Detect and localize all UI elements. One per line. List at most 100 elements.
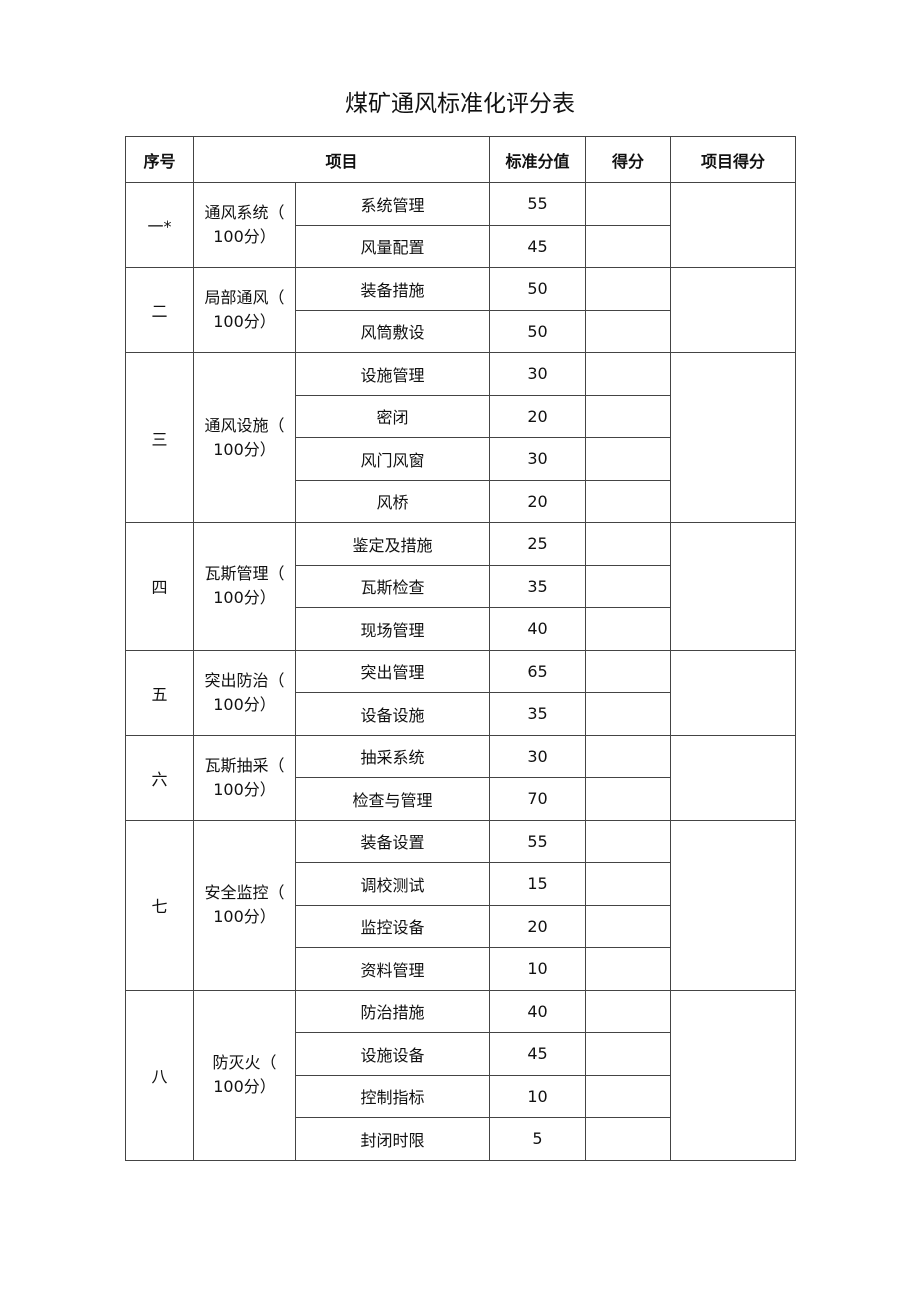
item-name: 现场管理	[294, 607, 491, 651]
item-name: 风桥	[294, 479, 491, 523]
section-category: 瓦斯管理（ 100分）	[193, 522, 296, 651]
table-row: 六瓦斯抽采（ 100分） 抽采系统 30	[125, 734, 797, 821]
table-row: 一* 通风系统（ 100分） 系统管理 55	[125, 182, 797, 268]
score-cell	[585, 734, 672, 778]
table-row: 密闭 20	[126, 394, 796, 438]
standard-value: 65	[489, 649, 587, 693]
item-name: 突出管理	[294, 649, 491, 693]
table-row: 风量配置 45	[126, 224, 796, 268]
table-row: 四瓦斯管理（ 100分） 鉴定及措施 25	[125, 522, 797, 651]
section-number: 二	[125, 267, 194, 353]
item-name: 瓦斯检查	[294, 564, 491, 608]
table-row: 风筒敷设 50	[126, 309, 796, 353]
item-name: 装备措施	[294, 267, 491, 311]
score-cell	[585, 1032, 672, 1076]
section-category: 局部通风（ 100分）	[193, 267, 296, 353]
score-cell	[585, 182, 672, 226]
section-number: 四	[125, 522, 194, 651]
table-row: 七安全监控（ 100分） 装备设置 55	[125, 819, 797, 991]
table-row: 监控设备 20	[126, 904, 796, 948]
section-category: 安全监控（ 100分）	[193, 819, 296, 991]
category-name: 通风设施（	[204, 415, 285, 435]
standard-value: 30	[489, 352, 587, 396]
score-cell	[585, 947, 672, 991]
header-item: 项目	[192, 136, 491, 183]
standard-value: 35	[489, 564, 587, 608]
category-points: 100分）	[213, 1077, 276, 1096]
score-cell	[585, 692, 672, 736]
item-name: 设备设施	[294, 692, 491, 736]
item-name: 资料管理	[294, 947, 491, 991]
standard-value: 20	[489, 394, 587, 438]
category-points: 100分）	[213, 779, 276, 799]
category-points: 100分）	[213, 227, 276, 246]
item-name: 鉴定及措施	[294, 522, 491, 566]
item-score-cell	[670, 734, 797, 821]
header-score: 得分	[585, 136, 672, 183]
standard-value: 5	[489, 1117, 587, 1161]
header-standard: 标准分值	[489, 136, 587, 183]
table-row: 现场管理 40	[126, 607, 796, 651]
section-category: 防灭火（ 100分）	[193, 989, 296, 1161]
score-cell	[585, 479, 672, 523]
category-points: 100分）	[213, 907, 276, 926]
score-table: 序号 项目 标准分值 得分 项目得分 一* 通风系统（ 100分） 系统管理 55 风量配…	[125, 136, 797, 1161]
table-row: 瓦斯检查 35	[126, 564, 796, 608]
table-row: 五突出防治（ 100分） 突出管理 65	[125, 649, 797, 736]
table-row: 设施设备 45	[126, 1032, 796, 1076]
table-row: 风门风窗 30	[126, 437, 796, 481]
standard-value: 25	[489, 522, 587, 566]
category-name: 防灭火（	[212, 1053, 277, 1072]
table-row: 风桥 20	[126, 479, 796, 523]
table-row: 封闭时限 5	[126, 1117, 796, 1161]
item-name: 调校测试	[294, 862, 491, 906]
category-points: 100分）	[213, 588, 276, 608]
item-name: 设施管理	[294, 352, 491, 396]
header-item-score: 项目得分	[670, 136, 797, 183]
table-row: 八防灭火（ 100分） 防治措施 40	[125, 989, 797, 1161]
item-name: 风门风窗	[294, 437, 491, 481]
standard-value: 70	[489, 777, 587, 821]
category-points: 100分）	[213, 694, 276, 714]
section-number: 三	[125, 352, 194, 523]
score-cell	[585, 309, 672, 353]
section-number: 七	[125, 819, 194, 991]
item-score-cell	[670, 819, 797, 991]
standard-value: 15	[489, 862, 587, 906]
item-score-cell	[670, 352, 797, 523]
item-score-cell	[670, 989, 797, 1161]
score-cell	[585, 904, 672, 948]
score-cell	[585, 989, 672, 1033]
item-name: 设施设备	[294, 1032, 491, 1076]
table-row: 二局部通风（ 100分） 装备措施 50	[125, 267, 797, 353]
score-cell	[585, 819, 672, 863]
score-cell	[585, 267, 672, 311]
standard-value: 40	[489, 607, 587, 651]
score-cell	[585, 862, 672, 906]
item-name: 抽采系统	[294, 734, 491, 778]
standard-value: 55	[489, 819, 587, 863]
section-number: 八	[125, 989, 194, 1161]
score-cell	[585, 649, 672, 693]
standard-value: 30	[489, 734, 587, 778]
item-name: 密闭	[294, 394, 491, 438]
header-row: 序号 项目 标准分值 得分 项目得分	[125, 136, 797, 183]
standard-value: 20	[489, 904, 587, 948]
standard-value: 45	[489, 1032, 587, 1076]
item-name: 风量配置	[294, 224, 491, 268]
score-cell	[585, 522, 672, 566]
category-name: 安全监控（	[204, 883, 285, 902]
section-category: 通风设施（ 100分）	[193, 352, 296, 523]
score-cell	[585, 352, 672, 396]
table-row: 三通风设施（ 100分） 设施管理 30	[125, 352, 797, 523]
item-name: 检查与管理	[294, 777, 491, 821]
item-score-cell	[670, 522, 797, 651]
score-cell	[585, 437, 672, 481]
standard-value: 50	[489, 267, 587, 311]
score-cell	[585, 394, 672, 438]
category-name: 突出防治（	[204, 670, 285, 690]
score-cell	[585, 564, 672, 608]
category-name: 局部通风（	[204, 288, 285, 307]
standard-value: 10	[489, 1074, 587, 1118]
item-name: 防治措施	[294, 989, 491, 1033]
